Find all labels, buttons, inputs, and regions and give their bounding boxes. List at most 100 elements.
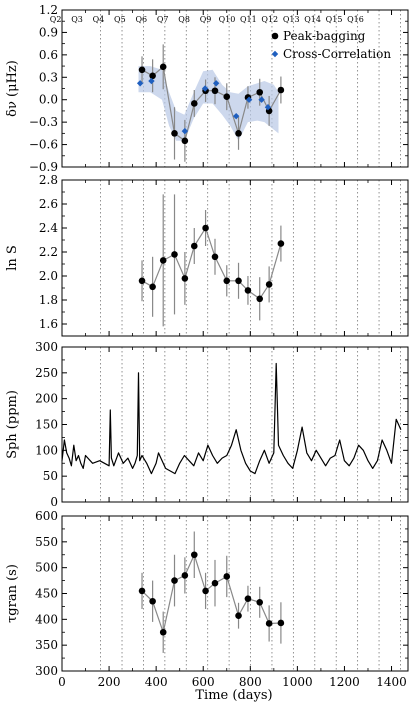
quarter-label: Q4 — [93, 15, 105, 24]
y-tick-label: 300 — [35, 664, 58, 678]
x-tick-label: 400 — [145, 675, 168, 689]
quarter-label: Q8 — [178, 15, 190, 24]
y-tick-label: 50 — [43, 469, 58, 483]
y-axis-title: ln S — [5, 245, 20, 271]
plot-area — [62, 180, 408, 336]
data-point — [149, 597, 156, 605]
quarter-label: Q16 — [347, 15, 364, 24]
data-point-diamond — [181, 127, 189, 135]
axes-frame — [61, 179, 409, 337]
data-point — [211, 579, 219, 587]
series-line — [61, 362, 402, 475]
x-tick-label: 1000 — [282, 675, 313, 689]
quarter-label: Q12 — [261, 15, 278, 24]
x-axis-title: Time (days) — [195, 688, 272, 703]
x-tick-label: 800 — [239, 675, 262, 689]
y-tick-label: 2.8 — [39, 173, 58, 187]
quarter-label: Q5 — [114, 15, 126, 24]
data-point — [256, 598, 264, 606]
y-tick-label: 100 — [35, 443, 58, 457]
data-point — [171, 251, 178, 258]
y-tick-label: 1.2 — [39, 3, 58, 17]
data-point — [159, 628, 167, 636]
y-tick-label: 1.8 — [39, 293, 58, 307]
panel-delta-nu: Q2 Q3 Q4 Q5 Q6 Q7 Q8 Q9 Q10 Q11 Q12 Q13 Q14 Q15 Q16 −0.… — [5, 3, 409, 174]
data-point — [223, 93, 231, 101]
quarter-label: Q10 — [219, 15, 236, 24]
y-tick-label: −0.6 — [29, 138, 58, 152]
plot-area — [62, 516, 408, 671]
y-tick-label: 550 — [35, 535, 58, 549]
data-point — [235, 277, 242, 285]
data-point — [159, 63, 167, 71]
panel-s-ph: 0 50 100 150 200 250 300 Sph (ppm) — [5, 340, 409, 509]
data-point — [171, 577, 178, 584]
y-tick-label: 500 — [35, 561, 58, 575]
x-tick-label: 1200 — [329, 675, 360, 689]
data-point — [181, 572, 189, 579]
legend-label-peak-bagging: Peak-bagging — [283, 29, 366, 43]
data-point — [138, 66, 146, 74]
data-point — [235, 612, 242, 620]
data-point — [181, 137, 189, 145]
panel-tau-gran: 300 350 400 450 500 550 600 0 200 400 600 800 1000 12… — [5, 509, 409, 689]
data-point — [149, 283, 156, 291]
y-tick-label: 150 — [35, 418, 58, 432]
y-axis-title: τgran (s) — [5, 564, 20, 623]
data-point — [211, 253, 219, 261]
data-point — [235, 130, 242, 137]
data-point-diamond — [232, 112, 240, 120]
plot-area — [62, 10, 408, 167]
data-point — [190, 551, 198, 559]
y-tick-label: −0.9 — [29, 160, 58, 174]
data-point — [138, 277, 146, 285]
y-axis-title: δν (μHz) — [5, 60, 20, 117]
panel-ln-s: 1.6 1.8 2.0 2.2 2.4 2.6 2.8 ln S — [5, 173, 409, 337]
data-point — [149, 72, 156, 80]
y-tick-label: −0.3 — [29, 115, 58, 129]
x-tick-label: 1400 — [376, 675, 407, 689]
quarter-label: Q13 — [283, 15, 300, 24]
uncertainty-band — [138, 66, 279, 141]
quarter-label: Q9 — [200, 15, 212, 24]
quarter-label: Q7 — [157, 15, 169, 24]
legend-marker-peak-bagging — [271, 32, 279, 40]
data-point — [277, 86, 285, 94]
y-tick-label: 250 — [35, 366, 58, 380]
y-tick-label: 1.6 — [39, 317, 58, 331]
quarter-label: Q14 — [304, 15, 321, 24]
quarter-label: Q15 — [326, 15, 343, 24]
y-tick-label: 300 — [35, 340, 58, 354]
data-point — [223, 573, 231, 580]
data-point — [190, 242, 198, 250]
y-tick-label: 600 — [35, 509, 58, 523]
data-point — [277, 240, 285, 247]
legend-marker-cross-correlation — [271, 50, 279, 58]
data-point — [244, 287, 252, 294]
y-tick-label: 0.9 — [39, 25, 58, 39]
data-point-diamond — [201, 85, 209, 92]
y-tick-label: 2.6 — [39, 197, 58, 211]
y-tick-label: 400 — [35, 612, 58, 626]
data-point — [159, 257, 167, 264]
y-axis-title: Sph (ppm) — [5, 390, 20, 459]
data-point — [265, 620, 273, 627]
data-point — [223, 277, 231, 285]
data-point-diamond — [212, 80, 220, 87]
data-point — [138, 587, 146, 595]
y-tick-label: 0.6 — [39, 48, 58, 62]
data-point-diamond — [264, 103, 272, 111]
y-tick-label: 0 — [50, 495, 58, 509]
data-point-diamond — [136, 80, 144, 87]
data-point — [181, 275, 189, 282]
data-point — [244, 595, 252, 602]
data-point — [256, 88, 264, 96]
data-point — [202, 587, 209, 595]
quarter-label: Q3 — [71, 15, 83, 24]
data-point — [256, 295, 264, 303]
legend-label-cross-correlation: Cross-Correlation — [283, 47, 391, 61]
y-tick-label: 450 — [35, 587, 58, 601]
data-point — [265, 281, 273, 288]
quarter-label: Q2 — [50, 15, 62, 24]
